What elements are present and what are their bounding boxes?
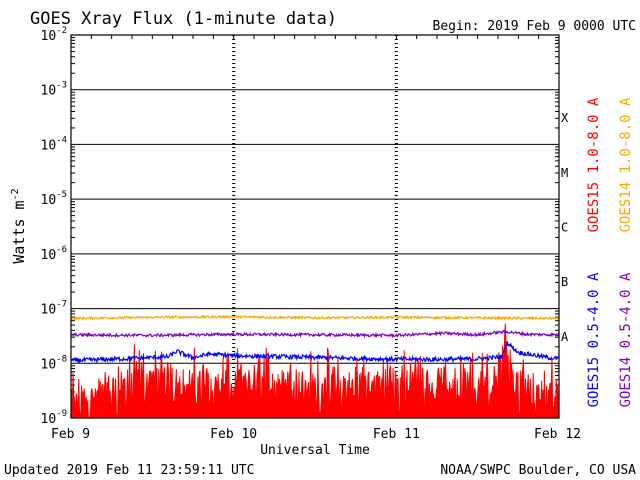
flare-class-label: X [561, 111, 569, 125]
legend: GOES15 1.0-8.0 A GOES14 1.0-8.0 A GOES15 0… [586, 97, 634, 407]
plot-frame [70, 34, 560, 419]
x-axis-label: Universal Time [260, 443, 370, 458]
y-tick-base: 10 [41, 193, 57, 208]
y-tick-label: 10-2 [41, 26, 68, 44]
y-tick-sup: -4 [56, 135, 67, 145]
series-line [70, 329, 560, 339]
y-axis-label-base: Watts m [10, 200, 28, 263]
y-tick-sup: -6 [56, 245, 67, 255]
y-tick-base: 10 [41, 248, 57, 263]
plot-grid [70, 35, 560, 418]
chart-title: GOES Xray Flux (1-minute data) [30, 9, 337, 29]
series-line [70, 314, 560, 321]
flare-class-label: B [561, 275, 568, 289]
legend-entry: GOES14 0.5-4.0 A [618, 272, 634, 407]
y-tick-label: 10-9 [41, 409, 68, 427]
x-tick-label: Feb 9 [51, 427, 90, 442]
y-axis-label-sup: -2 [10, 188, 21, 200]
y-tick-sup: -9 [56, 409, 67, 419]
legend-entry: GOES15 1.0-8.0 A [586, 97, 602, 232]
x-tick-label: Feb 11 [373, 427, 420, 442]
y-tick-base: 10 [41, 84, 57, 99]
series-layer [70, 314, 560, 419]
x-tick-label: Feb 10 [210, 427, 257, 442]
y-tick-sup: -2 [56, 26, 67, 36]
flare-class-label: M [561, 166, 568, 180]
y-tick-base: 10 [41, 303, 57, 318]
series-line [70, 341, 560, 365]
footer-updated: Updated 2019 Feb 11 23:59:11 UTC [4, 463, 254, 478]
legend-entry: GOES15 0.5-4.0 A [586, 272, 602, 407]
x-tick-labels: Feb 9 Feb 10 Feb 11 Feb 12 [51, 427, 581, 442]
footer-credit: NOAA/SWPC Boulder, CO USA [440, 463, 636, 478]
y-tick-sup: -3 [56, 81, 67, 91]
y-tick-labels: 10-210-310-410-510-610-710-810-9 [41, 26, 68, 427]
flare-class-label: C [561, 221, 568, 235]
y-tick-label: 10-6 [41, 245, 68, 263]
y-tick-label: 10-8 [41, 354, 68, 372]
y-tick-base: 10 [41, 357, 57, 372]
series-line [70, 323, 560, 419]
flare-class-label: A [561, 330, 569, 344]
y-tick-sup: -8 [56, 354, 67, 364]
legend-entry: GOES14 1.0-8.0 A [618, 97, 634, 232]
y-tick-sup: -5 [56, 190, 67, 200]
y-tick-base: 10 [41, 138, 57, 153]
flare-class-labels: X M C B A [561, 111, 569, 344]
y-axis-label: Watts m-2 [10, 188, 28, 263]
begin-label: Begin: 2019 Feb 9 0000 UTC [433, 19, 637, 34]
y-tick-base: 10 [41, 29, 57, 44]
y-tick-label: 10-7 [41, 300, 68, 318]
x-tick-label: Feb 12 [534, 427, 581, 442]
y-tick-label: 10-3 [41, 81, 68, 99]
y-tick-label: 10-4 [41, 135, 68, 153]
y-tick-sup: -7 [56, 300, 67, 310]
y-tick-base: 10 [41, 412, 57, 427]
y-tick-label: 10-5 [41, 190, 68, 208]
